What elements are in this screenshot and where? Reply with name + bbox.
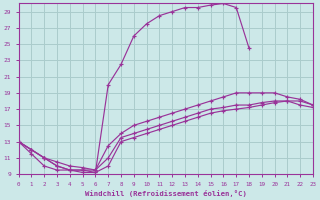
- X-axis label: Windchill (Refroidissement éolien,°C): Windchill (Refroidissement éolien,°C): [85, 190, 247, 197]
